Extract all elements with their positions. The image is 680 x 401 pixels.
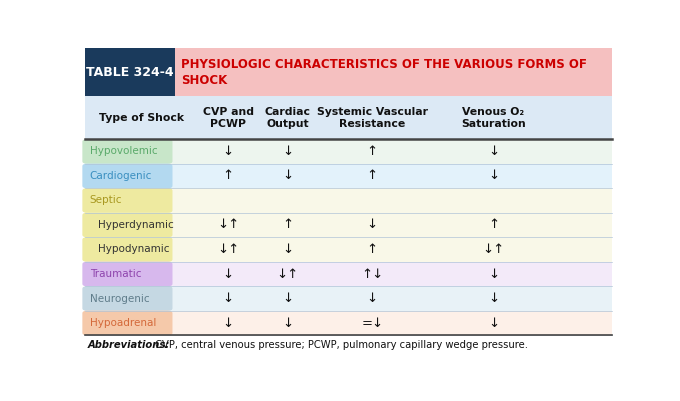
FancyBboxPatch shape — [82, 213, 173, 237]
Text: ↑↓: ↑↓ — [361, 267, 384, 281]
Text: Septic: Septic — [90, 195, 122, 205]
Text: ↑: ↑ — [367, 170, 378, 182]
Text: CVP, central venous pressure; PCWP, pulmonary capillary wedge pressure.: CVP, central venous pressure; PCWP, pulm… — [152, 340, 528, 350]
FancyBboxPatch shape — [82, 164, 173, 188]
FancyBboxPatch shape — [85, 48, 175, 96]
FancyBboxPatch shape — [82, 262, 173, 286]
FancyBboxPatch shape — [82, 139, 173, 164]
Text: Hypoadrenal: Hypoadrenal — [90, 318, 156, 328]
FancyBboxPatch shape — [82, 237, 173, 262]
Text: Neurogenic: Neurogenic — [90, 294, 150, 304]
FancyBboxPatch shape — [85, 237, 612, 262]
Text: PHYSIOLOGIC CHARACTERISTICS OF THE VARIOUS FORMS OF
SHOCK: PHYSIOLOGIC CHARACTERISTICS OF THE VARIO… — [181, 58, 587, 87]
Text: ↑: ↑ — [488, 219, 499, 231]
Text: ↑: ↑ — [367, 145, 378, 158]
Text: ↓: ↓ — [223, 316, 234, 330]
FancyBboxPatch shape — [85, 96, 612, 139]
Text: ↓: ↓ — [367, 219, 378, 231]
Text: ↓: ↓ — [282, 243, 294, 256]
Text: Traumatic: Traumatic — [90, 269, 141, 279]
Text: Hyperdynamic: Hyperdynamic — [98, 220, 174, 230]
Text: TABLE 324-4: TABLE 324-4 — [86, 65, 173, 79]
Text: ↓: ↓ — [488, 267, 499, 281]
Text: Abbreviations:: Abbreviations: — [88, 340, 170, 350]
Text: ↑: ↑ — [282, 219, 294, 231]
FancyBboxPatch shape — [85, 286, 612, 311]
FancyBboxPatch shape — [175, 48, 612, 96]
Text: ↓: ↓ — [223, 267, 234, 281]
FancyBboxPatch shape — [85, 164, 612, 188]
Text: Venous O₂
Saturation: Venous O₂ Saturation — [461, 107, 526, 129]
FancyBboxPatch shape — [85, 139, 612, 164]
Text: ↓: ↓ — [488, 145, 499, 158]
Text: ↓: ↓ — [488, 316, 499, 330]
Text: ↓↑: ↓↑ — [217, 243, 239, 256]
FancyBboxPatch shape — [85, 213, 612, 237]
Text: Hypovolemic: Hypovolemic — [90, 146, 157, 156]
FancyBboxPatch shape — [82, 311, 173, 335]
Text: =↓: =↓ — [361, 316, 384, 330]
Text: ↑: ↑ — [367, 243, 378, 256]
Text: Hypodynamic: Hypodynamic — [98, 245, 170, 255]
Text: ↓: ↓ — [282, 292, 294, 305]
Text: CVP and
PCWP: CVP and PCWP — [203, 107, 254, 129]
FancyBboxPatch shape — [85, 188, 612, 213]
Text: Type of Shock: Type of Shock — [99, 113, 184, 123]
Text: ↓: ↓ — [223, 292, 234, 305]
FancyBboxPatch shape — [85, 311, 612, 335]
Text: ↓: ↓ — [223, 145, 234, 158]
Text: ↑: ↑ — [223, 170, 234, 182]
Text: Cardiac
Output: Cardiac Output — [265, 107, 311, 129]
Text: Cardiogenic: Cardiogenic — [90, 171, 152, 181]
Text: Systemic Vascular
Resistance: Systemic Vascular Resistance — [317, 107, 428, 129]
FancyBboxPatch shape — [82, 286, 173, 311]
Text: ↓↑: ↓↑ — [217, 219, 239, 231]
Text: ↓↑: ↓↑ — [482, 243, 505, 256]
Text: ↓: ↓ — [367, 292, 378, 305]
Text: ↓: ↓ — [488, 292, 499, 305]
Text: ↓: ↓ — [282, 170, 294, 182]
Text: ↓: ↓ — [488, 170, 499, 182]
Text: ↓: ↓ — [282, 145, 294, 158]
FancyBboxPatch shape — [82, 188, 173, 213]
Text: ↓↑: ↓↑ — [277, 267, 299, 281]
Text: ↓: ↓ — [282, 316, 294, 330]
FancyBboxPatch shape — [85, 262, 612, 286]
